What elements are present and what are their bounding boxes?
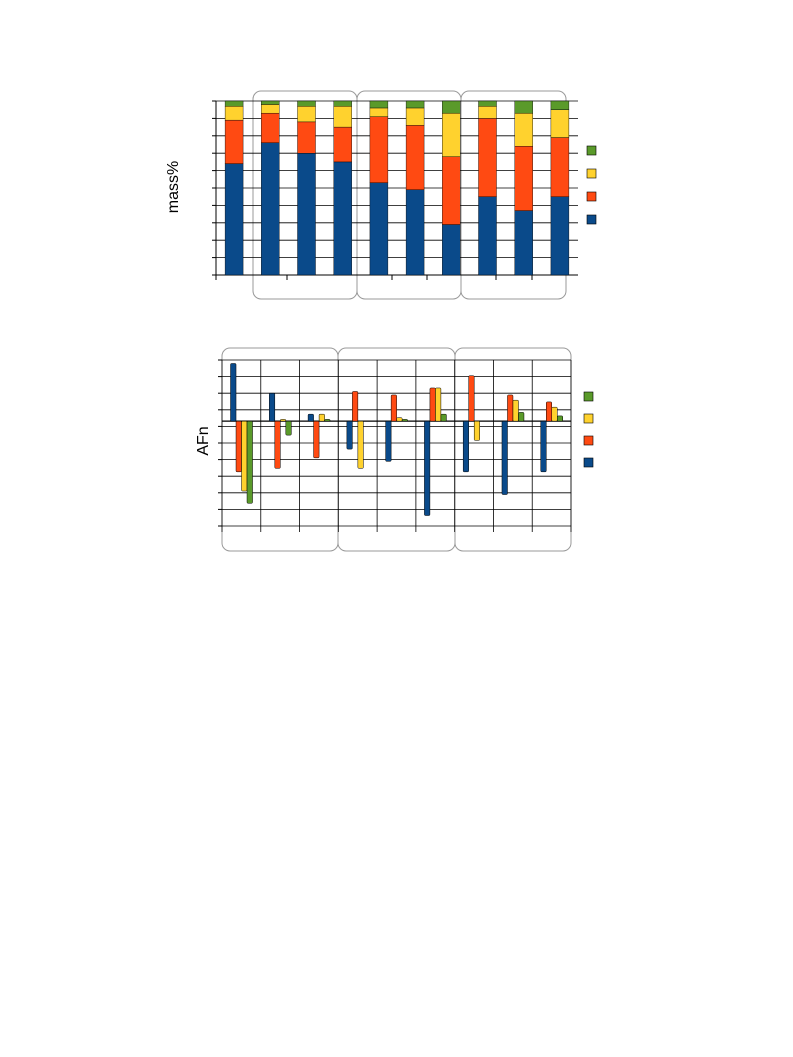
bar-green <box>557 415 564 422</box>
bar-yellow <box>318 413 325 422</box>
bar-green <box>246 420 253 504</box>
bar-segment-green <box>405 100 425 109</box>
bar-yellow <box>357 420 364 469</box>
group-outline <box>337 347 456 552</box>
bar-segment-green <box>550 100 570 110</box>
bar-segment-blue <box>369 182 389 276</box>
bar-red <box>468 375 475 422</box>
bar-segment-red <box>261 112 280 143</box>
bar-segment-red <box>369 116 389 183</box>
bar-segment-yellow <box>550 109 570 138</box>
legend-marker-green <box>583 391 594 402</box>
bar-yellow <box>241 420 248 492</box>
bar-segment-yellow <box>333 106 352 128</box>
bar-red <box>546 401 553 422</box>
bar-segment-red <box>514 146 533 211</box>
bar-segment-blue <box>442 224 461 276</box>
bar-green <box>401 419 408 422</box>
bar-segment-blue <box>478 196 497 276</box>
bar-segment-red <box>478 118 497 197</box>
bar-yellow <box>396 417 403 422</box>
bar-segment-red <box>224 119 244 164</box>
bar-segment-yellow <box>405 107 425 126</box>
bar-segment-green <box>442 100 461 114</box>
bar-blue <box>462 420 469 473</box>
bar-blue <box>307 413 314 422</box>
legend-marker-blue <box>583 457 594 468</box>
bar-green <box>518 412 525 422</box>
bar-yellow <box>473 420 480 441</box>
bar-red <box>313 420 320 459</box>
bar-blue <box>540 420 547 473</box>
bar-segment-green <box>478 100 497 107</box>
bar-red <box>235 420 242 473</box>
legend-marker-yellow <box>583 413 594 424</box>
bar-blue <box>346 420 353 450</box>
y-axis-label: AFn <box>195 426 212 455</box>
bar-blue <box>424 420 431 516</box>
bar-segment-green <box>224 100 244 107</box>
bar-segment-yellow <box>514 112 533 147</box>
bar-yellow <box>551 406 558 422</box>
bar-segment-red <box>297 121 316 154</box>
legend-marker-red <box>586 191 597 202</box>
bar-segment-yellow <box>297 106 316 123</box>
bar-segment-yellow <box>261 104 280 114</box>
bar-segment-blue <box>333 161 352 276</box>
group-outline <box>460 90 567 300</box>
y-axis-label: mass% <box>165 161 182 213</box>
bar-segment-blue <box>297 152 316 276</box>
bar-blue <box>230 363 237 422</box>
bar-green <box>285 420 292 436</box>
bar-blue <box>269 392 276 422</box>
mass-percent-chart: mass% <box>165 90 597 300</box>
bar-red <box>507 394 514 422</box>
bar-segment-red <box>442 156 461 225</box>
bar-green <box>324 419 331 422</box>
legend-marker-green <box>586 145 597 156</box>
bar-segment-green <box>369 100 389 109</box>
bar-yellow <box>280 419 287 422</box>
bar-segment-blue <box>405 189 425 276</box>
bar-segment-green <box>333 100 352 107</box>
bar-red <box>274 420 281 469</box>
bar-segment-yellow <box>369 107 389 117</box>
bar-segment-red <box>550 137 570 197</box>
legend-marker-yellow <box>586 168 597 179</box>
bar-red <box>390 394 397 422</box>
bar-segment-green <box>297 100 316 107</box>
bar-segment-yellow <box>442 112 461 157</box>
bar-red <box>429 387 436 422</box>
bar-yellow <box>435 387 442 422</box>
bar-segment-blue <box>261 142 280 276</box>
bar-segment-green <box>514 100 533 114</box>
afn-chart: AFn <box>195 347 594 552</box>
bar-yellow <box>512 399 519 422</box>
bar-red <box>352 391 359 422</box>
bar-green <box>440 413 447 422</box>
bar-segment-yellow <box>224 106 244 121</box>
bar-segment-blue <box>514 210 533 276</box>
legend-marker-blue <box>586 214 597 225</box>
bar-blue <box>385 420 392 462</box>
bar-segment-blue <box>224 163 244 276</box>
bar-segment-green <box>261 100 280 105</box>
legend-marker-red <box>583 435 594 446</box>
bar-segment-red <box>405 125 425 190</box>
bar-segment-yellow <box>478 106 497 119</box>
bar-blue <box>501 420 508 495</box>
bar-segment-blue <box>550 196 570 276</box>
bar-segment-red <box>333 126 352 163</box>
